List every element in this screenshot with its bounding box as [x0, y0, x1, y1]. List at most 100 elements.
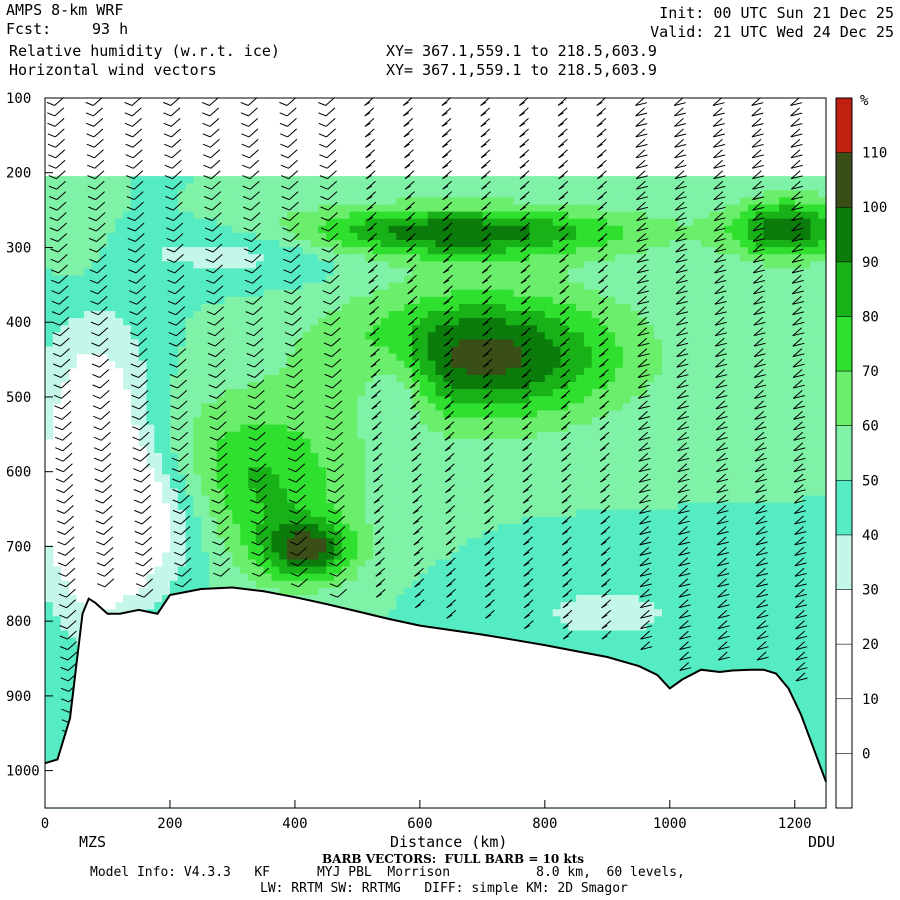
rh-cell [279, 516, 288, 525]
rh-cell [201, 573, 210, 582]
rh-cell [209, 190, 218, 198]
rh-cell [224, 580, 233, 589]
rh-cell [263, 559, 273, 568]
rh-cell [170, 566, 179, 575]
rh-cell [115, 204, 124, 213]
rh-cell [162, 474, 171, 482]
rh-cell [341, 382, 351, 390]
rh-cell [427, 403, 437, 411]
rh-cell [248, 545, 257, 553]
rh-cell [318, 389, 327, 397]
rh-cell [287, 552, 296, 561]
rh-cell [263, 311, 273, 319]
rh-cell [224, 453, 233, 461]
rh-cell [45, 630, 54, 639]
rh-cell [302, 303, 312, 312]
rh-cell [498, 261, 507, 269]
rh-cell [271, 176, 280, 184]
rh-cell [185, 424, 194, 433]
rh-cell [404, 190, 413, 198]
rh-cell [99, 318, 109, 326]
rh-cell [60, 311, 69, 319]
rh-cell [458, 396, 468, 404]
rh-cell [513, 566, 522, 575]
rh-cell [248, 573, 257, 582]
rh-cell [482, 247, 491, 255]
rh-cell [443, 495, 452, 504]
rh-cell [341, 197, 351, 206]
rh-cell [232, 367, 241, 376]
rh-cell [482, 374, 491, 383]
rh-cell [224, 325, 233, 333]
rh-cell [498, 211, 507, 220]
rh-cell [373, 424, 382, 433]
rh-cell [287, 495, 296, 504]
rh-cell [341, 460, 351, 468]
rh-cell [216, 332, 226, 340]
rh-cell [271, 538, 280, 546]
rh-cell [404, 602, 413, 610]
rh-cell [201, 318, 210, 326]
rh-cell [216, 474, 226, 482]
rh-cell [310, 495, 319, 504]
rh-cell [474, 481, 483, 490]
rh-cell [68, 353, 77, 362]
rh-cell [458, 261, 468, 269]
rh-cell [255, 382, 265, 390]
rh-cell [318, 509, 327, 518]
rh-cell [294, 346, 304, 355]
rh-cell [451, 275, 460, 284]
rh-cell [60, 708, 69, 717]
rh-cell [310, 247, 319, 255]
rh-cell [396, 431, 405, 440]
rh-cell [99, 204, 109, 213]
rh-cell [505, 488, 515, 497]
rh-cell [443, 332, 452, 340]
rh-cell [170, 438, 179, 447]
rh-cell [224, 545, 233, 553]
rh-cell [513, 545, 522, 553]
rh-cell [248, 474, 257, 482]
rh-cell [380, 467, 390, 475]
rh-cell [185, 396, 194, 404]
rh-cell [263, 268, 273, 277]
rh-cell [302, 382, 312, 390]
rh-cell [224, 190, 233, 198]
rh-cell [91, 346, 101, 355]
rh-cell [490, 516, 499, 525]
rh-cell [357, 396, 366, 404]
rh-cell [138, 190, 148, 198]
rh-cell [466, 552, 476, 561]
rh-cell [349, 296, 358, 305]
rh-cell [404, 232, 413, 241]
rh-cell [334, 559, 343, 568]
rh-cell [380, 339, 390, 348]
rh-cell [209, 524, 218, 532]
rh-cell [505, 339, 515, 348]
rh-cell [146, 389, 155, 397]
rh-cell [443, 545, 452, 553]
rh-cell [365, 595, 374, 603]
rh-cell [130, 353, 140, 362]
rh-cell [232, 311, 241, 319]
rh-cell [232, 353, 241, 362]
rh-cell [388, 268, 397, 277]
rh-cell [209, 311, 218, 319]
rh-cell [396, 190, 405, 198]
rh-cell [130, 225, 140, 234]
rh-cell [365, 438, 374, 447]
rh-cell [419, 509, 429, 518]
rh-cell [91, 261, 101, 269]
rh-cell [443, 531, 452, 539]
rh-cell [513, 247, 522, 255]
rh-cell [60, 694, 69, 703]
rh-cell [185, 240, 194, 248]
rh-cell [146, 374, 155, 383]
rh-cell [466, 353, 476, 362]
rh-cell [357, 595, 366, 603]
rh-cell [513, 325, 522, 333]
rh-cell [466, 232, 476, 241]
rh-cell [224, 247, 233, 255]
rh-cell [466, 389, 476, 397]
rh-cell [451, 445, 460, 454]
